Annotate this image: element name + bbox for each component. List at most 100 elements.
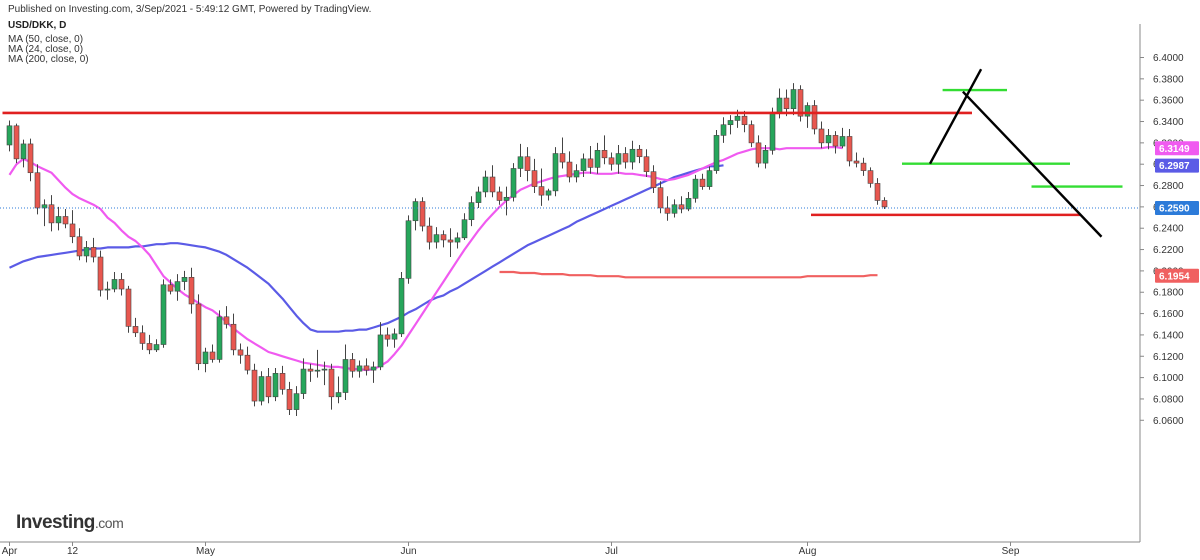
candle-up [356, 360, 363, 378]
candle-up [111, 271, 118, 293]
candle-body [440, 234, 447, 241]
candle-down [601, 135, 608, 165]
candle-down [384, 327, 391, 347]
candle-body [76, 236, 83, 257]
candle-up [321, 361, 328, 386]
indicator-ma50[interactable]: MA (50, close, 0) [8, 34, 84, 45]
candle-body [580, 158, 587, 171]
candle-body [510, 168, 517, 198]
candle-body [762, 150, 769, 164]
logo-suffix-text: .com [94, 515, 124, 531]
candle-body [90, 247, 97, 258]
ma50-line [9, 164, 724, 333]
candle-down [307, 363, 314, 382]
candle-up [769, 107, 776, 155]
candle-up [412, 198, 419, 231]
candle-body [13, 125, 20, 160]
candle-down [643, 149, 650, 178]
candle-up [825, 128, 832, 150]
indicator-ma200[interactable]: MA (200, close, 0) [8, 54, 89, 65]
candle-down [34, 164, 41, 215]
candle-down [811, 100, 818, 135]
candle-body [734, 115, 741, 121]
y-tick-label: 6.2800 [1153, 181, 1184, 192]
candle-body [475, 191, 482, 203]
candle-body [111, 279, 118, 290]
candle-body [657, 187, 664, 209]
candle-body [874, 183, 881, 201]
candle-down [62, 209, 69, 229]
candle-down [524, 147, 531, 182]
candle-body [419, 201, 426, 227]
candle-body [664, 207, 671, 214]
candle-down [650, 165, 657, 194]
y-tick-label: 6.1800 [1153, 288, 1184, 299]
candle-up [580, 153, 587, 178]
x-tick-label: Jun [400, 546, 416, 557]
candle-body [342, 359, 349, 393]
investing-logo: Investing.com [16, 512, 124, 534]
candle-down [699, 173, 706, 190]
candle-up [762, 144, 769, 169]
candle-body [384, 334, 391, 340]
indicator-ma24[interactable]: MA (24, close, 0) [8, 44, 84, 55]
candle-body [671, 204, 678, 214]
candle-up [153, 339, 160, 352]
y-tick-label: 6.2400 [1153, 224, 1184, 235]
price-tag-label: 6.2590 [1159, 203, 1190, 214]
candle-body [825, 135, 832, 144]
candle-body [643, 156, 650, 172]
candle-body [139, 332, 146, 344]
candle-body [272, 373, 279, 398]
candle-up [545, 188, 552, 201]
candle-body [531, 170, 538, 187]
candle-up [181, 270, 188, 291]
candle-down [237, 343, 244, 364]
candle-body [97, 256, 104, 291]
candle-down [741, 110, 748, 133]
candle-body [62, 216, 69, 225]
candle-body [482, 176, 489, 193]
candle-up [468, 196, 475, 227]
candle-body [300, 368, 307, 394]
candle-up [461, 213, 468, 240]
candle-body [34, 172, 41, 209]
candle-down [349, 353, 356, 378]
candle-down [426, 217, 433, 250]
candle-body [41, 204, 48, 209]
y-tick-label: 6.3800 [1153, 74, 1184, 85]
black-trend-line [928, 68, 983, 165]
candle-down [90, 237, 97, 263]
y-tick-label: 6.1000 [1153, 373, 1184, 384]
candlestick-layer [6, 83, 888, 417]
candle-up [300, 358, 307, 399]
candle-body [426, 225, 433, 243]
candle-body [783, 97, 790, 110]
candle-body [195, 303, 202, 365]
candle-body [741, 115, 748, 126]
candle-body [699, 178, 706, 187]
candle-up [104, 281, 111, 300]
candle-body [307, 368, 314, 372]
candle-body [468, 202, 475, 220]
candle-up [475, 186, 482, 208]
candle-body [48, 204, 55, 224]
candle-body [55, 216, 62, 224]
candle-body [174, 281, 181, 292]
candle-up [41, 199, 48, 227]
y-tick-label: 6.1200 [1153, 352, 1184, 363]
candle-body [839, 136, 846, 147]
candle-up [685, 191, 692, 212]
candle-body [125, 288, 132, 327]
candle-down [678, 196, 685, 214]
candle-down [230, 313, 237, 356]
candle-body [559, 153, 566, 163]
candle-body [279, 373, 286, 390]
candle-up [692, 174, 699, 203]
candle-body [713, 135, 720, 171]
candle-body [615, 153, 622, 165]
candle-up [216, 310, 223, 363]
candle-body [377, 334, 384, 368]
price-tag: 6.3149 [1155, 141, 1199, 156]
